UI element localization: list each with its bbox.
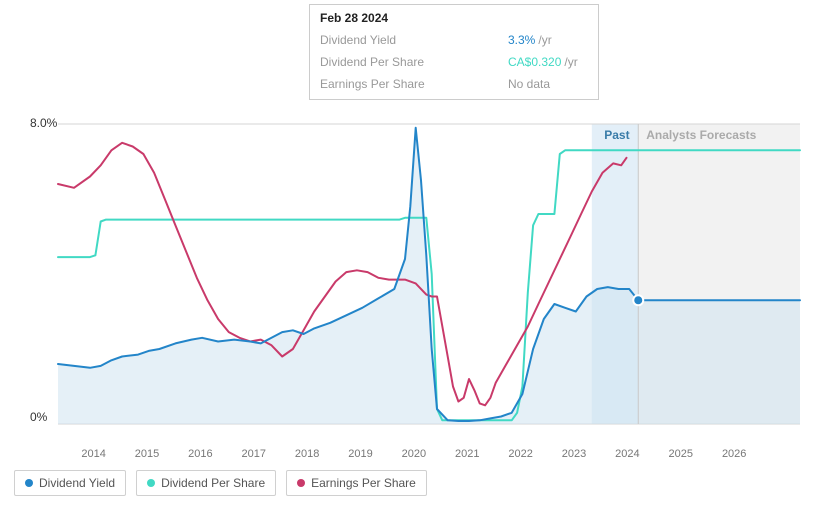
legend-item-earnings-per-share[interactable]: Earnings Per Share [286,470,427,496]
legend-label: Earnings Per Share [311,476,416,490]
past-region-label: Past [604,128,629,142]
legend-label: Dividend Per Share [161,476,265,490]
legend-dot [297,479,305,487]
tooltip-value: No data [508,75,588,93]
legend-label: Dividend Yield [39,476,115,490]
tooltip-row: Dividend Yield3.3%/yr [310,29,598,51]
x-axis-tick: 2022 [508,448,532,460]
tooltip-suffix: /yr [538,33,551,47]
y-axis-label-max: 8.0% [30,116,57,130]
x-axis-tick: 2024 [615,448,639,460]
x-axis-tick: 2021 [455,448,479,460]
current-yield-marker [633,295,643,305]
legend-dot [147,479,155,487]
legend-dot [25,479,33,487]
y-axis-label-min: 0% [30,410,47,424]
forecast-region-label: Analysts Forecasts [646,128,756,142]
tooltip-row: Earnings Per ShareNo data [310,73,598,95]
tooltip-date: Feb 28 2024 [310,9,598,29]
x-axis-tick: 2016 [188,448,212,460]
x-axis-tick: 2020 [402,448,426,460]
legend-item-dividend-per-share[interactable]: Dividend Per Share [136,470,276,496]
tooltip-value: CA$0.320/yr [508,53,588,71]
x-axis-tick: 2018 [295,448,319,460]
x-axis-tick: 2014 [81,448,105,460]
tooltip-row: Dividend Per ShareCA$0.320/yr [310,51,598,73]
tooltip-label: Dividend Per Share [320,53,508,71]
x-axis-tick: 2017 [242,448,266,460]
x-axis-tick: 2023 [562,448,586,460]
chart-legend: Dividend Yield Dividend Per Share Earnings… [14,470,427,496]
tooltip-label: Dividend Yield [320,31,508,49]
x-axis-tick: 2025 [669,448,693,460]
tooltip-value: 3.3%/yr [508,31,588,49]
chart-tooltip: Feb 28 2024 Dividend Yield3.3%/yrDividen… [309,4,599,100]
legend-item-dividend-yield[interactable]: Dividend Yield [14,470,126,496]
chart-canvas [10,110,810,450]
tooltip-suffix: /yr [564,55,577,69]
x-axis-tick: 2019 [348,448,372,460]
tooltip-label: Earnings Per Share [320,75,508,93]
x-axis-tick: 2026 [722,448,746,460]
dividend-chart[interactable]: 8.0% 0% Past Analysts Forecasts 20142015… [10,110,810,450]
x-axis-tick: 2015 [135,448,159,460]
